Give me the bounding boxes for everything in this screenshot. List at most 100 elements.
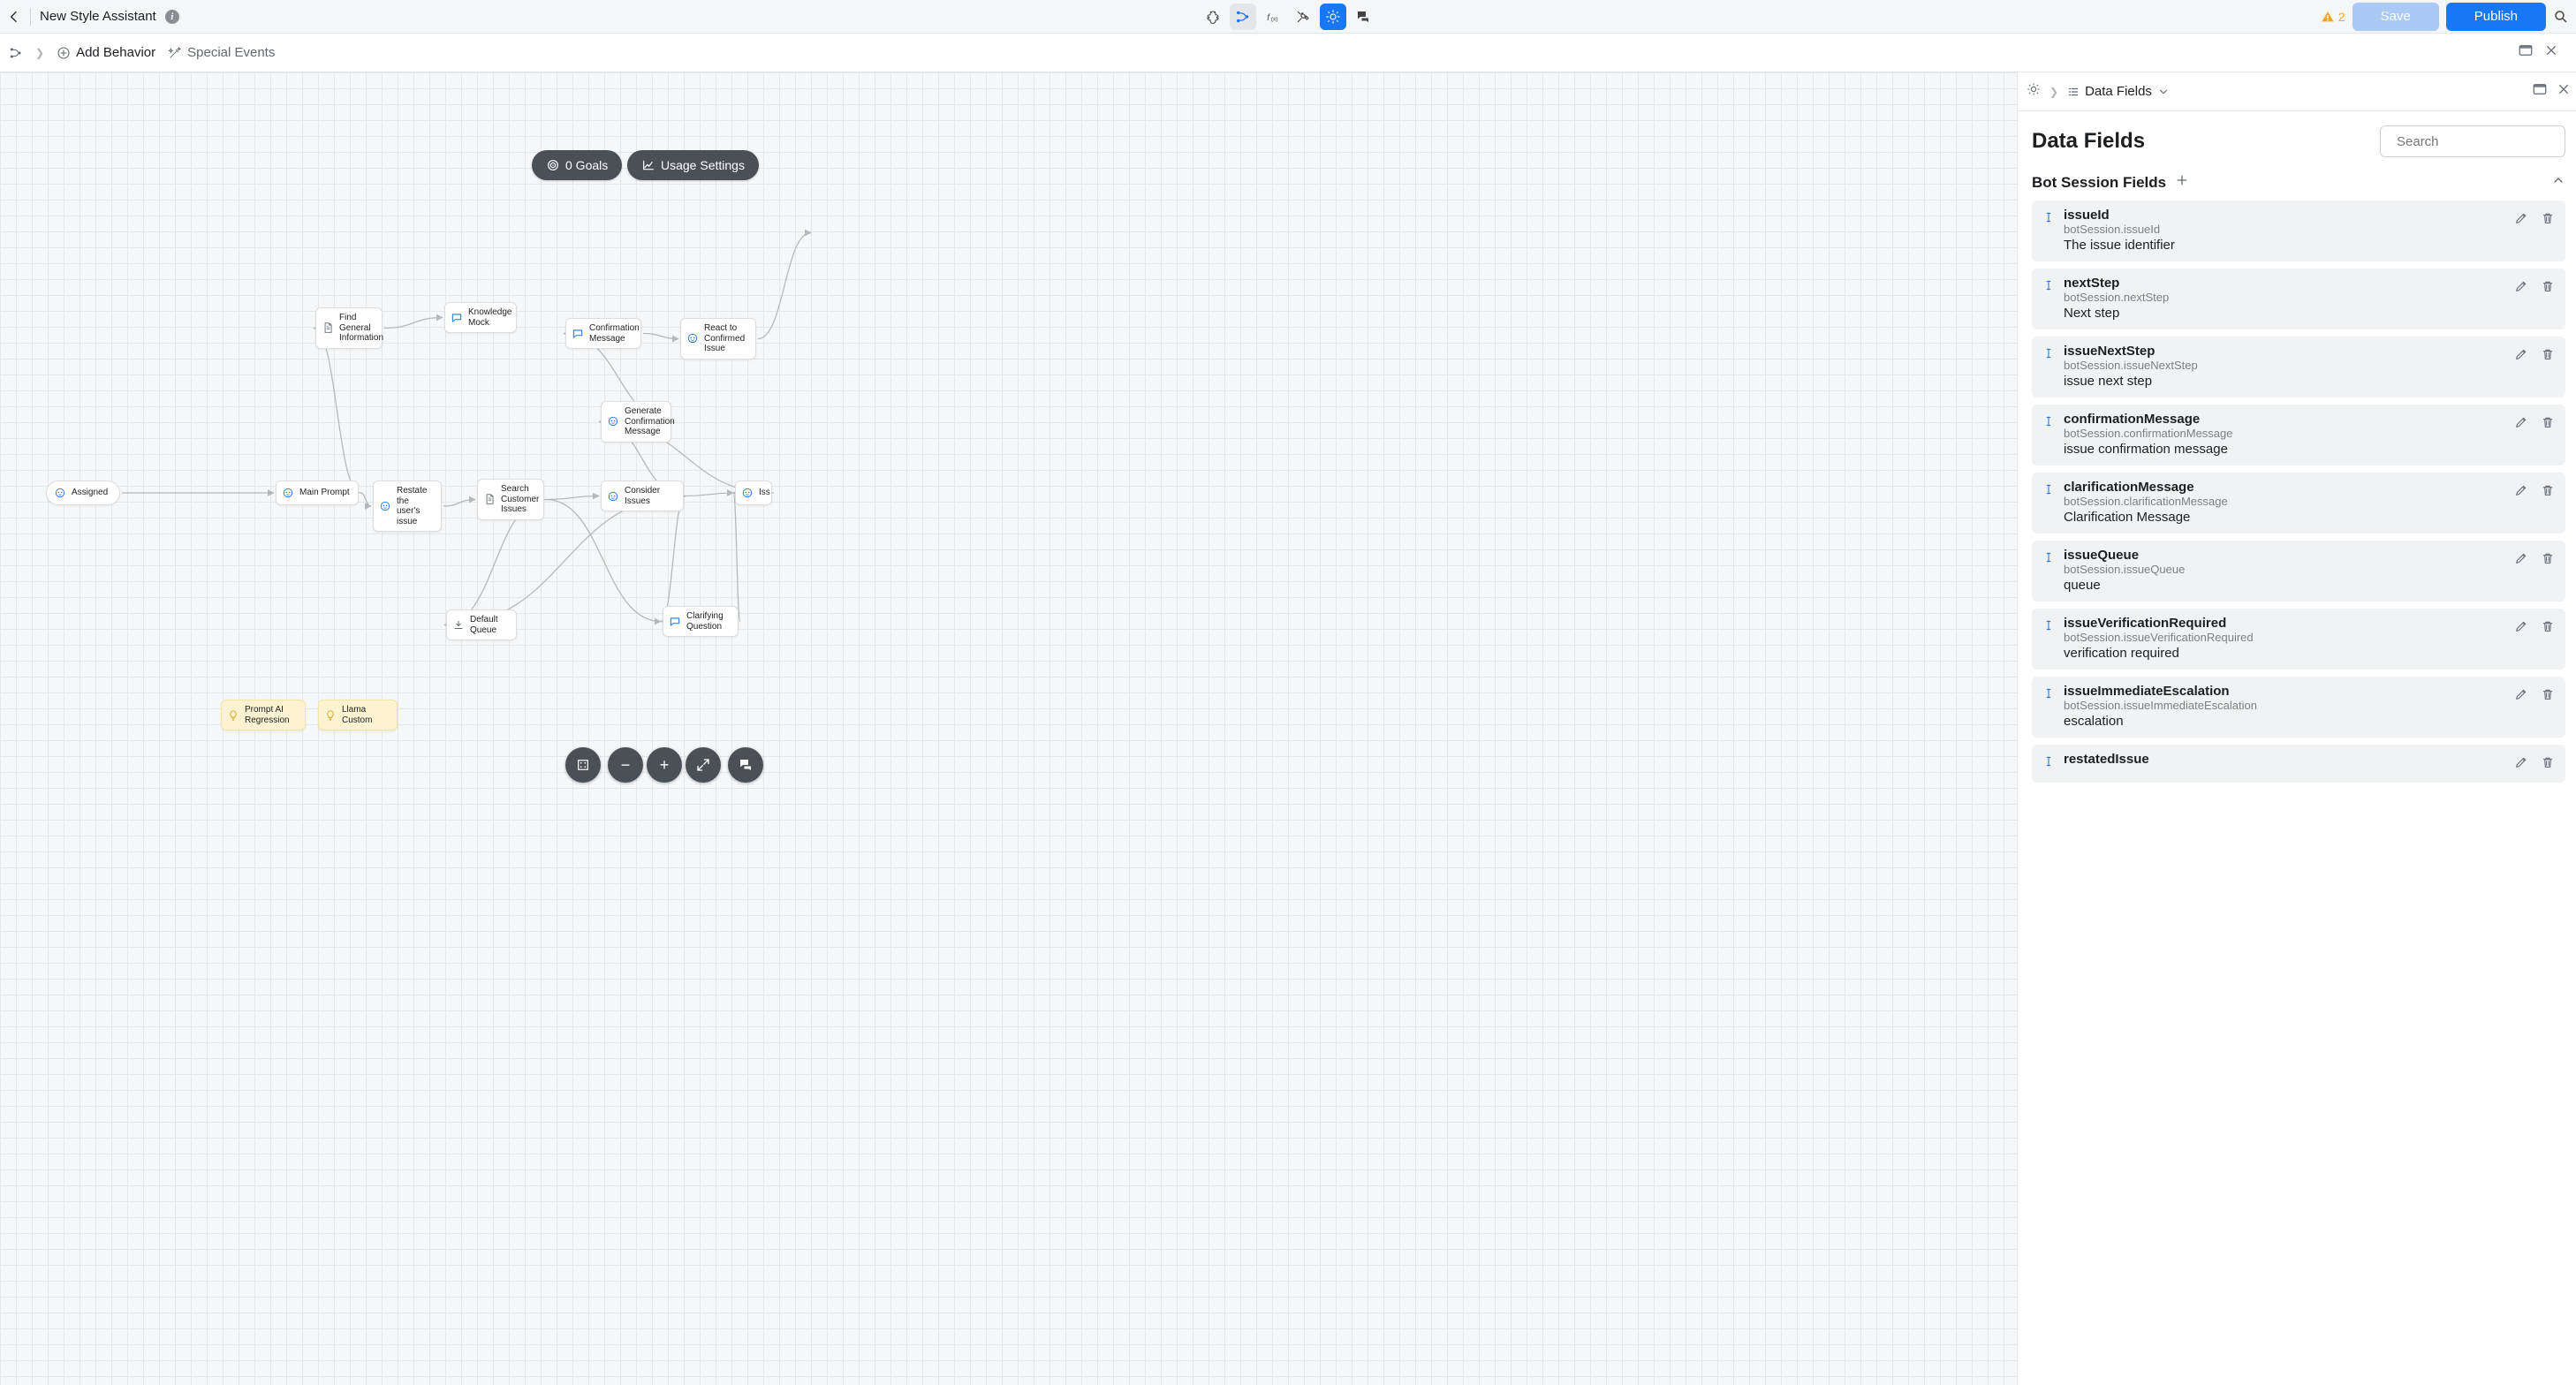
close-panel-icon[interactable] — [2557, 82, 2571, 101]
node-search_customer[interactable]: Search Customer Issues — [477, 479, 544, 520]
field-name: confirmationMessage — [2064, 412, 2505, 427]
delete-icon[interactable] — [2541, 347, 2555, 366]
node-label: Clarifying Question — [686, 611, 731, 632]
field-desc: queue — [2064, 578, 2505, 593]
node-default_queue[interactable]: Default Queue — [446, 609, 517, 640]
flow-icon[interactable] — [1230, 4, 1256, 30]
node-label: Find General Information — [339, 313, 383, 344]
panel-toolbar: ❯ Data Fields — [2018, 72, 2576, 111]
node-confirm_msg[interactable]: Confirmation Message — [565, 318, 641, 349]
canvas-chat-button[interactable] — [728, 747, 763, 783]
delete-icon[interactable] — [2541, 211, 2555, 230]
edit-icon[interactable] — [2514, 415, 2528, 434]
field-row[interactable]: nextStepbotSession.nextStepNext step — [2032, 269, 2565, 329]
panel-search[interactable] — [2380, 125, 2565, 157]
node-find_general[interactable]: Find General Information — [315, 307, 383, 349]
field-row[interactable]: issueVerificationRequiredbotSession.issu… — [2032, 609, 2565, 670]
panel-title-dropdown[interactable]: Data Fields — [2067, 84, 2170, 99]
doc-icon — [483, 493, 496, 505]
field-desc: issue next step — [2064, 374, 2505, 389]
close-canvas-icon[interactable] — [2544, 43, 2558, 62]
field-row[interactable]: issueNextStepbotSession.issueNextStepiss… — [2032, 337, 2565, 397]
node-prompt_ai_reg[interactable]: Prompt AI Regression — [221, 700, 306, 730]
node-clarifying_q[interactable]: Clarifying Question — [663, 606, 739, 637]
node-consider[interactable]: Consider Issues — [601, 481, 684, 511]
main: Assigned Main Prompt Find General Informat… — [0, 72, 2576, 1385]
field-name: nextStep — [2064, 276, 2505, 291]
field-desc: The issue identifier — [2064, 238, 2505, 253]
field-row[interactable]: restatedIssue — [2032, 745, 2565, 783]
delete-icon[interactable] — [2541, 415, 2555, 434]
search-icon[interactable] — [2553, 9, 2569, 25]
collapse-section-icon[interactable] — [2551, 173, 2565, 192]
page-title: New Style Assistant — [40, 9, 156, 24]
edit-icon[interactable] — [2514, 347, 2528, 366]
node-label: Confirmation Message — [589, 323, 640, 344]
chats-icon[interactable] — [1350, 4, 1376, 30]
field-row[interactable]: issueImmediateEscalationbotSession.issue… — [2032, 677, 2565, 738]
delete-icon[interactable] — [2541, 755, 2555, 774]
text-cursor-icon — [2042, 551, 2055, 593]
node-issue_cut[interactable]: Iss — [735, 481, 772, 505]
node-label: Knowledge Mock — [468, 307, 511, 328]
edit-icon[interactable] — [2514, 755, 2528, 774]
canvas-fit-button[interactable] — [565, 747, 601, 783]
panel-toggle-icon[interactable] — [2518, 42, 2534, 63]
node-gen_confirm[interactable]: Generate Confirmation Message — [601, 401, 671, 443]
chat-icon — [451, 312, 463, 324]
save-button[interactable]: Save — [2352, 3, 2439, 31]
tools-icon[interactable] — [1290, 4, 1316, 30]
goals-pill[interactable]: 0 Goals — [532, 150, 622, 180]
node-llama_custom[interactable]: Llama Custom — [318, 700, 398, 730]
edit-icon[interactable] — [2514, 211, 2528, 230]
delete-icon[interactable] — [2541, 551, 2555, 570]
usage-settings-pill[interactable]: Usage Settings — [627, 150, 759, 180]
special-events-button[interactable]: Special Events — [168, 45, 275, 60]
toolbar-center — [1200, 4, 1376, 30]
chevron-icon: ❯ — [2049, 86, 2058, 98]
fx-icon[interactable] — [1260, 4, 1286, 30]
canvas-expand-button[interactable] — [686, 747, 721, 783]
warning-badge[interactable]: 2 — [2321, 10, 2345, 24]
node-assigned[interactable]: Assigned — [46, 481, 120, 505]
edit-icon[interactable] — [2514, 483, 2528, 502]
gear-icon[interactable] — [1320, 4, 1346, 30]
doc-icon — [322, 322, 334, 334]
node-label: Generate Confirmation Message — [625, 406, 675, 437]
node-main_prompt[interactable]: Main Prompt — [276, 481, 359, 505]
edit-icon[interactable] — [2514, 279, 2528, 298]
text-cursor-icon — [2042, 483, 2055, 525]
add-field-icon[interactable] — [2175, 173, 2189, 192]
add-behavior-label: Add Behavior — [76, 45, 155, 60]
node-react_confirmed[interactable]: React to Confirmed Issue — [680, 318, 756, 359]
delete-icon[interactable] — [2541, 687, 2555, 706]
canvas-plus-button[interactable]: + — [647, 747, 682, 783]
edit-icon[interactable] — [2514, 687, 2528, 706]
back-button[interactable] — [7, 10, 21, 24]
add-behavior-button[interactable]: Add Behavior — [57, 45, 155, 60]
panel-toggle-icon[interactable] — [2532, 81, 2548, 102]
delete-icon[interactable] — [2541, 483, 2555, 502]
edit-icon[interactable] — [2514, 619, 2528, 638]
text-cursor-icon — [2042, 415, 2055, 457]
delete-icon[interactable] — [2541, 619, 2555, 638]
field-name: issueImmediateEscalation — [2064, 684, 2505, 699]
canvas-minus-button[interactable]: − — [608, 747, 643, 783]
field-row[interactable]: issueQueuebotSession.issueQueuequeue — [2032, 541, 2565, 602]
text-cursor-icon — [2042, 755, 2055, 774]
info-icon[interactable]: i — [165, 10, 179, 24]
edit-icon[interactable] — [2514, 551, 2528, 570]
canvas[interactable]: Assigned Main Prompt Find General Informat… — [0, 72, 2018, 1385]
node-restate[interactable]: Restate the user's issue — [373, 481, 442, 532]
field-row[interactable]: clarificationMessagebotSession.clarifica… — [2032, 473, 2565, 534]
bug-icon[interactable] — [1200, 4, 1226, 30]
publish-button[interactable]: Publish — [2446, 3, 2546, 31]
delete-icon[interactable] — [2541, 279, 2555, 298]
node-label: Iss — [759, 488, 770, 498]
search-input[interactable] — [2397, 134, 2572, 149]
field-row[interactable]: confirmationMessagebotSession.confirmati… — [2032, 405, 2565, 465]
flow-crumb-icon[interactable] — [9, 46, 23, 60]
panel-gear-icon[interactable] — [2027, 82, 2041, 101]
node-knowledge_mock[interactable]: Knowledge Mock — [444, 302, 517, 333]
field-row[interactable]: issueIdbotSession.issueIdThe issue ident… — [2032, 201, 2565, 261]
